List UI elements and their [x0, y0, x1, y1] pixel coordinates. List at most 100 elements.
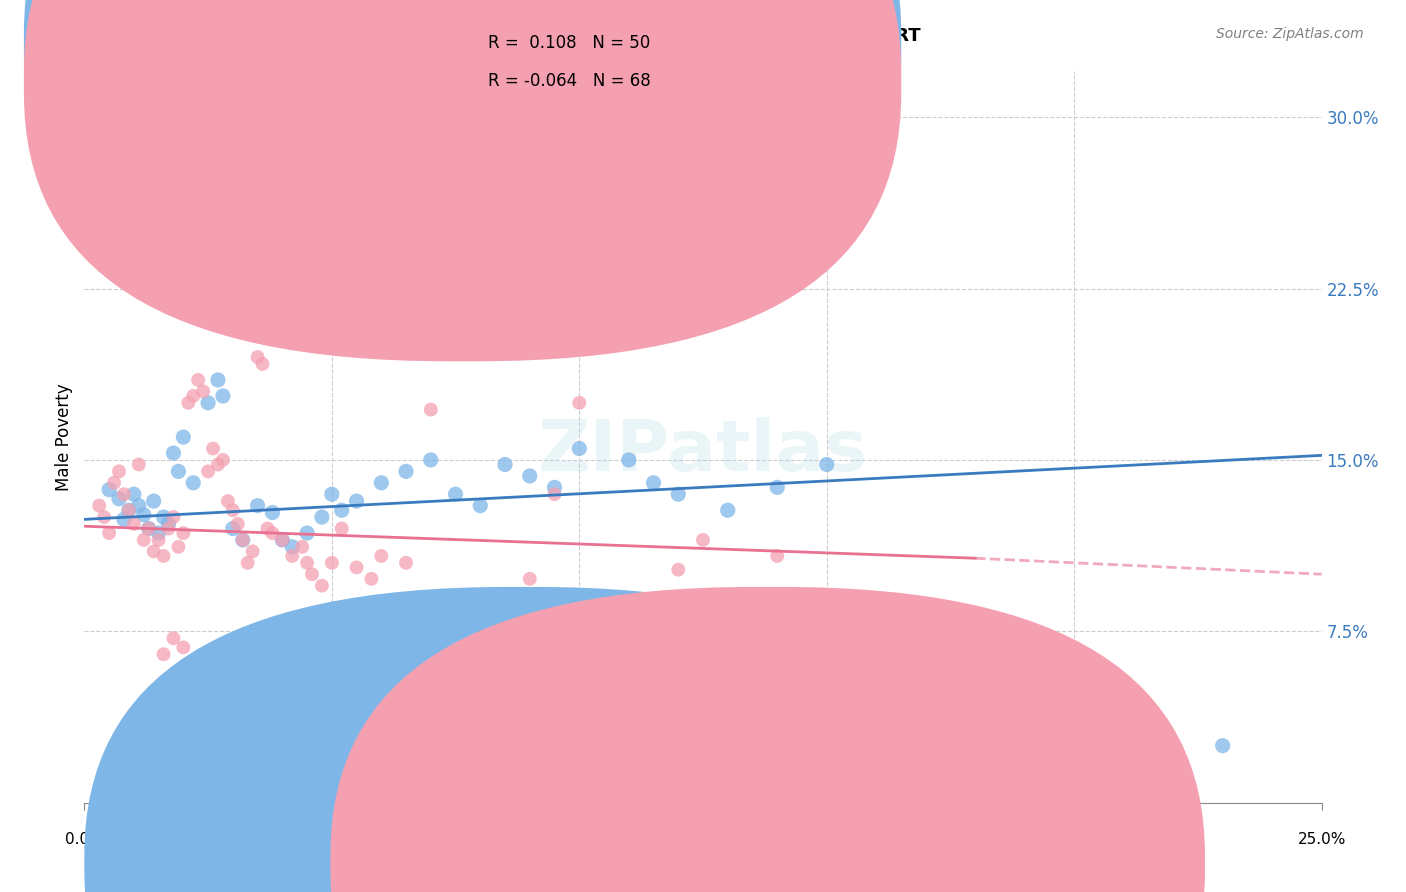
Point: [246, 658, 269, 673]
Point: [519, 572, 541, 586]
Point: [167, 540, 190, 554]
Point: [543, 480, 565, 494]
Point: [89, 499, 111, 513]
Point: [395, 464, 418, 478]
Point: [666, 487, 689, 501]
Text: Source: ZipAtlas.com: Source: ZipAtlas.com: [1216, 27, 1364, 41]
Point: [217, 494, 239, 508]
Point: [568, 442, 591, 456]
Point: [232, 533, 254, 547]
Point: [262, 506, 284, 520]
Point: [212, 453, 235, 467]
Point: [162, 632, 184, 646]
Point: [311, 579, 333, 593]
Point: [543, 617, 565, 632]
Point: [246, 499, 269, 513]
Point: [262, 526, 284, 541]
Point: [187, 373, 209, 387]
Point: [148, 526, 170, 541]
Point: [118, 503, 141, 517]
Point: [128, 499, 150, 513]
Point: [419, 402, 441, 417]
Point: [167, 464, 190, 478]
Point: [494, 458, 516, 472]
Point: [181, 658, 204, 673]
Y-axis label: Male Poverty: Male Poverty: [55, 384, 73, 491]
Point: [815, 458, 838, 472]
Point: [152, 549, 174, 563]
Point: [666, 563, 689, 577]
Point: [157, 516, 180, 531]
Point: [162, 446, 184, 460]
Point: [360, 572, 382, 586]
Point: [717, 503, 740, 517]
Point: [202, 442, 225, 456]
Point: [419, 121, 441, 136]
Text: Immigrants from Ethiopia: Immigrants from Ethiopia: [546, 856, 741, 871]
Point: [212, 389, 235, 403]
Point: [232, 533, 254, 547]
Point: [197, 670, 219, 684]
Point: [419, 453, 441, 467]
Point: [108, 464, 131, 478]
Point: [370, 228, 392, 243]
Point: [177, 396, 200, 410]
Point: [207, 458, 229, 472]
Point: [543, 487, 565, 501]
Point: [262, 693, 284, 707]
Point: [271, 686, 294, 700]
Point: [295, 526, 318, 541]
Point: [172, 178, 194, 193]
Text: R =  0.108   N = 50: R = 0.108 N = 50: [488, 34, 650, 52]
Point: [519, 469, 541, 483]
Point: [142, 494, 165, 508]
Point: [321, 705, 343, 719]
Point: [103, 475, 125, 490]
Point: [142, 544, 165, 558]
Point: [321, 556, 343, 570]
Point: [346, 560, 368, 574]
Point: [766, 480, 789, 494]
Point: [138, 521, 160, 535]
Point: [162, 510, 184, 524]
Point: [128, 458, 150, 472]
Point: [108, 491, 131, 506]
Point: [207, 373, 229, 387]
Point: [301, 567, 323, 582]
Point: [346, 494, 368, 508]
Text: ZIPatlas: ZIPatlas: [538, 417, 868, 486]
Point: [295, 556, 318, 570]
Text: Argentineans: Argentineans: [792, 856, 893, 871]
Point: [98, 483, 121, 497]
Point: [692, 533, 714, 547]
Point: [197, 396, 219, 410]
Point: [191, 384, 214, 399]
Point: [212, 663, 235, 677]
Point: [1212, 739, 1234, 753]
Point: [643, 475, 665, 490]
Point: [112, 487, 135, 501]
Point: [271, 219, 294, 234]
Point: [222, 503, 245, 517]
Point: [236, 556, 259, 570]
Point: [138, 521, 160, 535]
Point: [568, 396, 591, 410]
Point: [112, 512, 135, 526]
Point: [98, 526, 121, 541]
Point: [370, 475, 392, 490]
Point: [118, 503, 141, 517]
Point: [766, 549, 789, 563]
Point: [321, 487, 343, 501]
Point: [470, 499, 492, 513]
Text: R = -0.064   N = 68: R = -0.064 N = 68: [488, 72, 651, 90]
Point: [152, 647, 174, 661]
Text: IMMIGRANTS FROM ETHIOPIA VS ARGENTINEAN MALE POVERTY CORRELATION CHART: IMMIGRANTS FROM ETHIOPIA VS ARGENTINEAN …: [56, 27, 921, 45]
Point: [157, 521, 180, 535]
Point: [246, 350, 269, 364]
Point: [281, 549, 304, 563]
Point: [395, 556, 418, 570]
Point: [122, 516, 145, 531]
Point: [330, 521, 353, 535]
Point: [252, 357, 274, 371]
Point: [172, 640, 194, 655]
